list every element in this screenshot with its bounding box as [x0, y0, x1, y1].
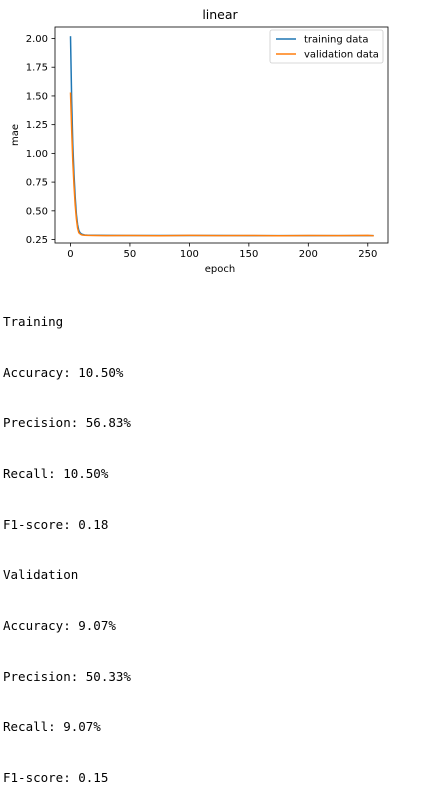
- chart-title: linear: [202, 7, 238, 22]
- legend-box: [269, 29, 384, 64]
- output-line: Precision: 50.33%: [3, 668, 131, 684]
- output-line: Recall: 10.50%: [3, 465, 109, 481]
- series-line-0: [69, 36, 374, 237]
- x-axis-label: epoch: [205, 264, 235, 275]
- output-line: Validation: [3, 567, 79, 583]
- output-line: F1-score: 0.18: [3, 516, 109, 532]
- x-tick-label: 50: [124, 249, 137, 260]
- x-tick-label: 0: [67, 249, 73, 260]
- legend-label: training data: [304, 35, 368, 46]
- output-line: Accuracy: 10.50%: [3, 364, 124, 380]
- legend: training data validation data: [269, 29, 384, 64]
- x-tick-label: 200: [299, 249, 318, 260]
- output-line: Accuracy: 9.07%: [3, 618, 116, 634]
- y-tick-label: 1.75: [26, 63, 48, 74]
- output-line: Precision: 56.83%: [3, 415, 131, 431]
- y-tick-label: 0.25: [26, 235, 48, 246]
- plot-area: 0 50 100 150 200 250 2.00 1.75 1.50 1.25 1.00 0.75 0…: [26, 26, 389, 260]
- y-tick-label: 0.50: [26, 206, 48, 217]
- metrics-output: Training Accuracy: 10.50% Precision: 56.…: [3, 280, 131, 804]
- series-line-1: [69, 92, 374, 237]
- y-tick-label: 1.50: [26, 91, 48, 102]
- legend-label: validation data: [304, 50, 379, 61]
- axes-frame: [54, 26, 389, 244]
- output-line: F1-score: 0.15: [3, 770, 109, 786]
- x-tick-label: 250: [358, 249, 377, 260]
- output-line: Training: [3, 313, 64, 329]
- y-axis-label: mae: [10, 124, 21, 146]
- x-tick-label: 150: [239, 249, 258, 260]
- y-tick-label: 1.00: [26, 149, 48, 160]
- y-tick-label: 1.25: [26, 120, 48, 131]
- output-line: Recall: 9.07%: [3, 719, 101, 735]
- x-tick-label: 100: [180, 249, 199, 260]
- y-tick-label: 2.00: [26, 34, 48, 45]
- y-tick-label: 0.75: [26, 178, 48, 189]
- mae-line-chart: linear 0 50 100 150 200 250 2.00 1.75 1.50 1.25 1.…: [10, 7, 389, 275]
